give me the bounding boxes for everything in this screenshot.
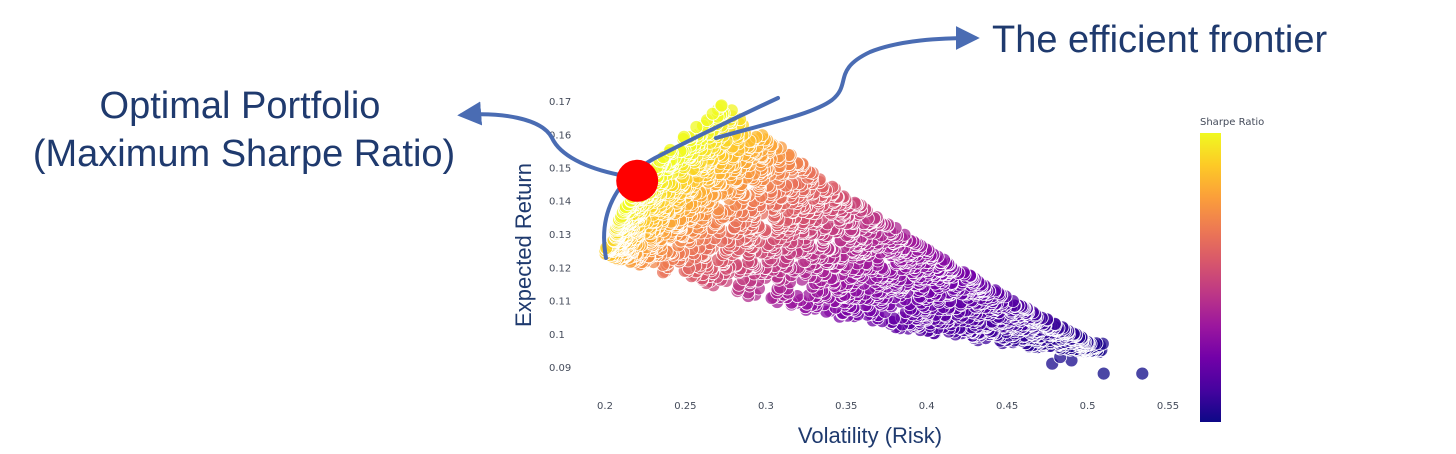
frontier-label: The efficient frontier bbox=[992, 19, 1327, 61]
x-tick-label: 0.55 bbox=[1157, 401, 1179, 412]
frontier-arrow bbox=[714, 26, 980, 140]
colorbar bbox=[1200, 133, 1221, 422]
y-tick-label: 0.1 bbox=[549, 330, 565, 341]
y-tick-label: 0.15 bbox=[549, 164, 571, 175]
scatter-points bbox=[598, 98, 1150, 381]
x-tick-label: 0.4 bbox=[919, 401, 935, 412]
y-axis-title: Expected Return bbox=[511, 163, 536, 327]
x-axis-title: Volatility (Risk) bbox=[798, 423, 942, 448]
x-tick-label: 0.45 bbox=[996, 401, 1018, 412]
y-tick-label: 0.09 bbox=[549, 363, 571, 374]
x-axis-ticks: 0.2 0.25 0.3 0.35 0.4 0.45 0.5 0.55 bbox=[597, 401, 1179, 412]
x-tick-label: 0.2 bbox=[597, 401, 613, 412]
top-crop bbox=[0, 0, 1456, 4]
x-tick-label: 0.3 bbox=[758, 401, 774, 412]
scatter-point bbox=[705, 106, 720, 121]
scatter-point bbox=[1135, 366, 1150, 381]
y-tick-label: 0.11 bbox=[549, 297, 571, 308]
optimal-label-line1: Optimal Portfolio bbox=[100, 85, 381, 127]
scatter-point bbox=[1096, 366, 1111, 381]
efficient-frontier-curve bbox=[602, 96, 780, 260]
y-tick-label: 0.16 bbox=[549, 130, 571, 141]
scatter-point bbox=[689, 120, 704, 134]
y-axis-ticks: 0.09 0.1 0.11 0.12 0.13 0.14 0.15 0.16 0.17 bbox=[549, 97, 571, 374]
y-tick-label: 0.13 bbox=[549, 230, 571, 241]
optimal-portfolio-marker bbox=[616, 159, 659, 202]
scatter-point bbox=[714, 98, 729, 113]
y-tick-label: 0.17 bbox=[549, 97, 571, 108]
x-tick-label: 0.5 bbox=[1080, 401, 1096, 412]
y-tick-label: 0.12 bbox=[549, 263, 571, 274]
colorbar-title: Sharpe Ratio bbox=[1200, 117, 1264, 128]
x-tick-label: 0.25 bbox=[674, 401, 696, 412]
y-tick-label: 0.14 bbox=[549, 197, 571, 208]
x-tick-label: 0.35 bbox=[835, 401, 857, 412]
optimal-arrow bbox=[457, 101, 622, 177]
optimal-label-line2: (Maximum Sharpe Ratio) bbox=[33, 133, 455, 175]
